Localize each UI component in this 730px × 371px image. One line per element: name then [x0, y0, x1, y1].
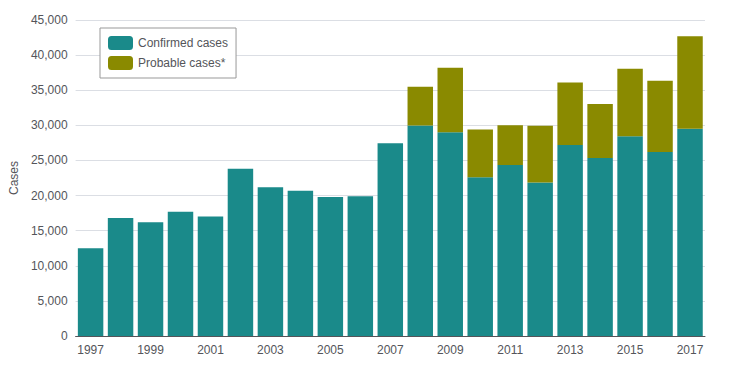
- svg-text:2007: 2007: [377, 343, 404, 357]
- svg-text:35,000: 35,000: [31, 83, 68, 97]
- svg-text:1997: 1997: [77, 343, 104, 357]
- svg-text:2003: 2003: [257, 343, 284, 357]
- svg-text:20,000: 20,000: [31, 189, 68, 203]
- svg-text:30,000: 30,000: [31, 118, 68, 132]
- svg-text:40,000: 40,000: [31, 48, 68, 62]
- svg-text:10,000: 10,000: [31, 259, 68, 273]
- svg-text:15,000: 15,000: [31, 224, 68, 238]
- svg-text:2011: 2011: [497, 343, 523, 357]
- svg-text:2001: 2001: [197, 343, 224, 357]
- svg-text:Confirmed cases: Confirmed cases: [138, 36, 228, 50]
- svg-text:2015: 2015: [617, 343, 644, 357]
- svg-text:2017: 2017: [677, 343, 704, 357]
- svg-text:2009: 2009: [437, 343, 464, 357]
- svg-text:Cases: Cases: [7, 161, 21, 195]
- svg-text:Probable cases*: Probable cases*: [138, 56, 226, 70]
- svg-text:25,000: 25,000: [31, 153, 68, 167]
- svg-text:0: 0: [61, 329, 68, 343]
- svg-text:2005: 2005: [317, 343, 344, 357]
- svg-text:45,000: 45,000: [31, 13, 68, 27]
- svg-text:5,000: 5,000: [38, 294, 68, 308]
- svg-text:2013: 2013: [557, 343, 584, 357]
- svg-text:1999: 1999: [137, 343, 164, 357]
